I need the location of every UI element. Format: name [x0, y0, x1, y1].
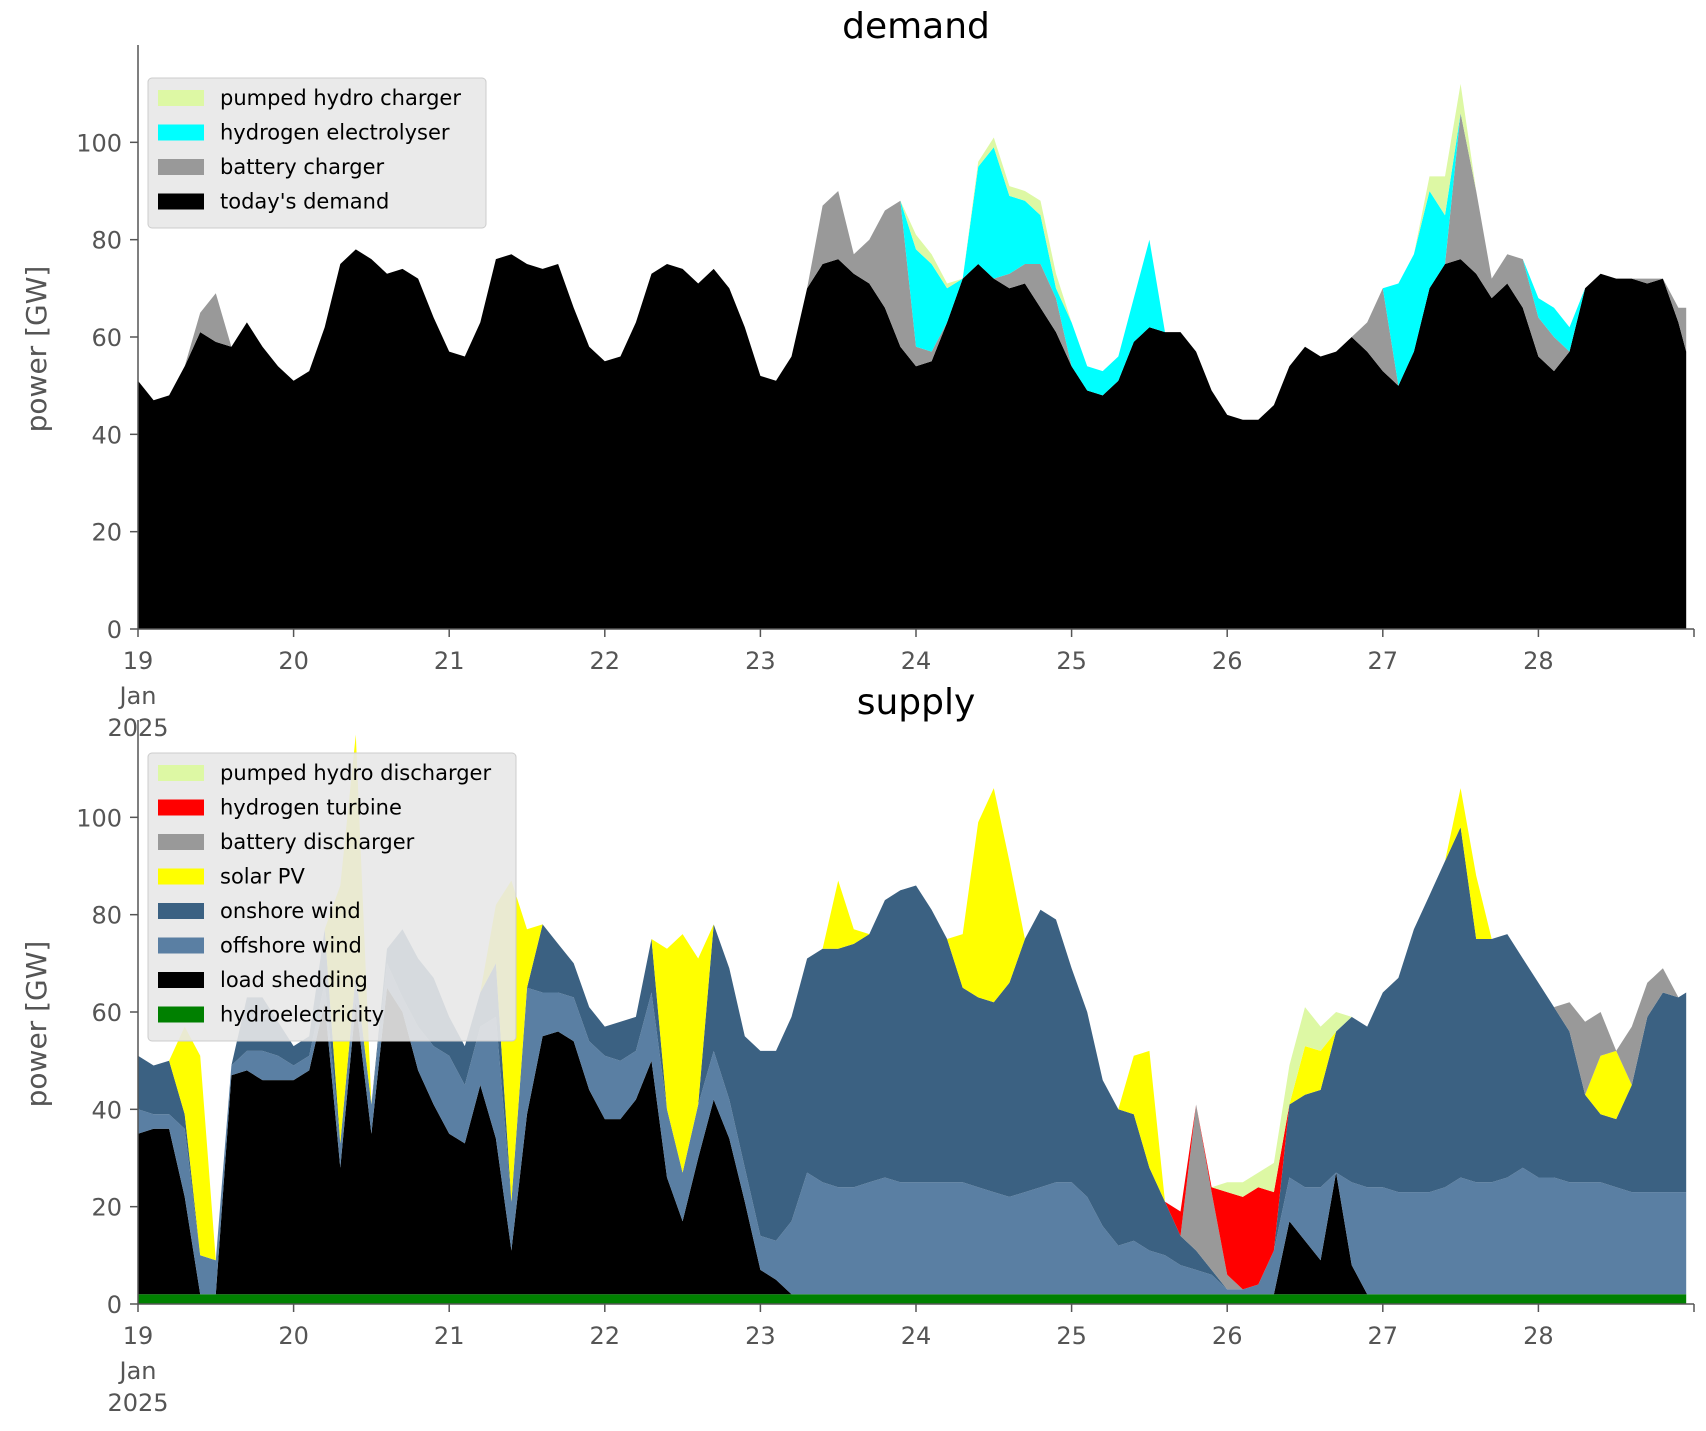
y-tick-label: 40 — [91, 421, 122, 449]
legend-label-battery-discharger: battery discharger — [220, 830, 415, 854]
legend-label-offshore-wind: offshore wind — [220, 934, 362, 958]
y-tick-label: 100 — [76, 129, 122, 157]
x-tick-label: 26 — [1212, 647, 1243, 675]
legend-label-solar-pv: solar PV — [220, 865, 305, 889]
chart-title: demand — [842, 6, 990, 47]
x-tick-label: 25 — [1056, 1322, 1087, 1350]
legend-swatch-hydroelectricity — [158, 1006, 204, 1023]
area-today-s-demand — [138, 249, 1687, 629]
x-tick-label: 27 — [1368, 647, 1399, 675]
demand-panel: demand 0 20 40 60 80 100 power [GW] 19 20 21 22 23 24… — [20, 6, 1695, 742]
y-axis-label: power [GW] — [20, 941, 53, 1108]
x-tick-label: 28 — [1523, 1322, 1554, 1350]
y-axis-label: power [GW] — [20, 266, 53, 433]
legend-swatch-pumped-hydro-discharger — [158, 765, 204, 781]
y-tick-label: 0 — [107, 616, 122, 644]
legend-swatch-battery-charger — [158, 159, 204, 175]
legend-label-hydroelectricity: hydroelectricity — [220, 1003, 384, 1027]
legend: pumped hydro charger hydrogen electrolyse… — [147, 77, 487, 229]
legend-swatch-hydrogen-electrolyser — [158, 124, 204, 141]
x-tick-label: 24 — [901, 647, 932, 675]
x-tick-label: 22 — [590, 1322, 621, 1350]
x-tick-label: 22 — [590, 647, 621, 675]
x-tick-label: 21 — [434, 1322, 465, 1350]
area-battery-charger — [138, 113, 1687, 420]
legend: pumped hydro discharger hydrogen turbine b… — [147, 752, 517, 1042]
chart-title: supply — [857, 682, 976, 723]
legend-label-onshore-wind: onshore wind — [220, 899, 361, 923]
x-tick-sublabel: Jan — [118, 1357, 157, 1385]
y-tick-label: 60 — [91, 999, 122, 1027]
x-tick-label: 21 — [434, 647, 465, 675]
x-tick-label: 27 — [1368, 1322, 1399, 1350]
y-tick-label: 60 — [91, 324, 122, 352]
legend-swatch-load-shedding — [158, 972, 204, 988]
x-tick-label: 20 — [278, 1322, 309, 1350]
legend-swatch-today-s-demand — [158, 193, 204, 210]
y-tick-label: 80 — [91, 902, 122, 930]
x-tick-label: 26 — [1212, 1322, 1243, 1350]
x-tick-label: 24 — [901, 1322, 932, 1350]
legend-swatch-onshore-wind — [158, 903, 204, 919]
y-tick-label: 0 — [107, 1291, 122, 1319]
legend-label-load-shedding: load shedding — [220, 968, 368, 992]
y-tick-label: 100 — [76, 804, 122, 832]
y-tick-label: 80 — [91, 227, 122, 255]
legend-label-pumped-hydro-discharger: pumped hydro discharger — [220, 761, 491, 785]
legend-swatch-offshore-wind — [158, 937, 204, 954]
legend-box — [147, 77, 487, 229]
area-hydroelectricity — [138, 1294, 1687, 1304]
x-tick-sublabel: 2025 — [107, 1389, 168, 1417]
x-tick-label: 25 — [1056, 647, 1087, 675]
legend-box — [147, 752, 517, 1042]
legend-swatch-hydrogen-turbine — [158, 799, 204, 816]
x-tick-sublabel: Jan — [118, 682, 157, 710]
area-hydrogen-electrolyser — [138, 113, 1687, 420]
x-tick-label: 19 — [123, 647, 154, 675]
area-offshore-wind — [138, 963, 1687, 1295]
legend-label-hydrogen-turbine: hydrogen turbine — [220, 796, 402, 820]
legend-label-pumped-hydro-charger: pumped hydro charger — [220, 86, 461, 110]
x-tick-label: 20 — [278, 647, 309, 675]
x-tick-label: 19 — [123, 1322, 154, 1350]
x-tick-label: 23 — [745, 647, 776, 675]
stacked-areas — [138, 83, 1687, 629]
legend-label-today-s-demand: today's demand — [220, 190, 389, 214]
x-tick-label: 28 — [1523, 647, 1554, 675]
legend-swatch-solar-pv — [158, 868, 204, 885]
legend-label-battery-charger: battery charger — [220, 155, 385, 179]
area-onshore-wind — [138, 827, 1687, 1290]
x-tick-label: 23 — [745, 1322, 776, 1350]
legend-swatch-battery-discharger — [158, 834, 204, 850]
y-tick-label: 40 — [91, 1096, 122, 1124]
area-load-shedding — [138, 987, 1687, 1295]
y-tick-label: 20 — [91, 1194, 122, 1222]
legend-label-hydrogen-electrolyser: hydrogen electrolyser — [220, 121, 450, 145]
y-tick-label: 20 — [91, 519, 122, 547]
stacked-areas — [138, 734, 1687, 1304]
legend-swatch-pumped-hydro-charger — [158, 90, 204, 106]
supply-panel: supply 0 20 40 60 80 100 power [GW] 19 20 21 22 23 24… — [20, 682, 1695, 1417]
